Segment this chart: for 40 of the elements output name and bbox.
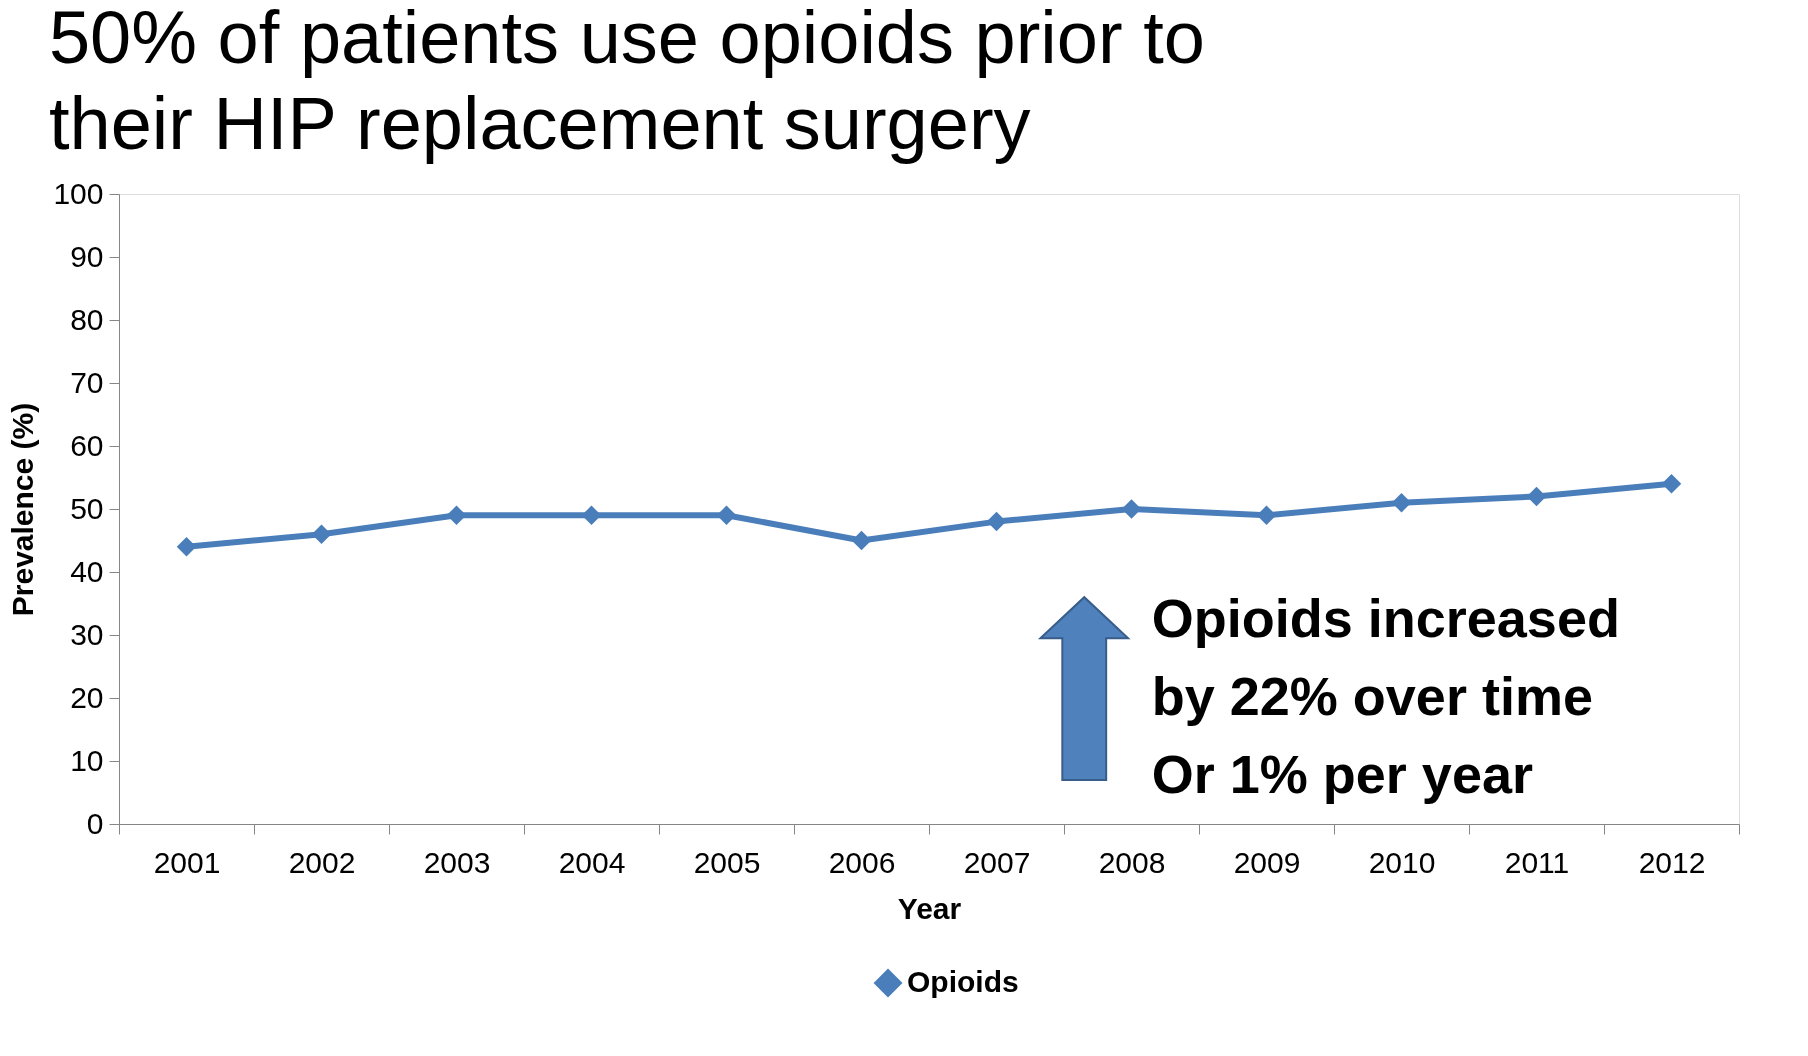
y-tick-label: 20 bbox=[70, 680, 104, 714]
y-tick-label: 70 bbox=[70, 365, 104, 399]
x-tick-label: 2007 bbox=[963, 845, 1031, 879]
point bbox=[1391, 492, 1412, 513]
point bbox=[176, 537, 197, 557]
point bbox=[1256, 505, 1277, 526]
x-tick-label: 2005 bbox=[693, 845, 761, 879]
y-tick-label: 0 bbox=[86, 806, 104, 840]
y-tick-label: 30 bbox=[70, 617, 104, 651]
point bbox=[1121, 499, 1142, 519]
y-tick-label: 60 bbox=[70, 428, 104, 462]
y-tick-label: 100 bbox=[53, 176, 104, 210]
point bbox=[716, 505, 737, 526]
point bbox=[581, 505, 602, 526]
x-tick-label: 2011 bbox=[1504, 845, 1570, 879]
x-tick-label: 2012 bbox=[1638, 845, 1706, 879]
point bbox=[1526, 486, 1547, 507]
chart-title: 50% of patients use opioids prior to their HIP replacement surgery bbox=[48, 0, 1205, 165]
y-tick-label: 80 bbox=[70, 302, 104, 336]
annotation: Opioids increased by 22% over time Or 1% per year bbox=[1151, 588, 1620, 805]
x-tick-label: 2010 bbox=[1368, 845, 1436, 879]
point bbox=[446, 505, 467, 526]
x-tick-label: 2008 bbox=[1098, 845, 1166, 879]
x-tick-label: 2001 bbox=[153, 845, 221, 879]
x-tick-label: 2006 bbox=[828, 845, 896, 879]
x-tick-label: 2002 bbox=[288, 845, 356, 879]
y-axis-title: Prevalence (%) bbox=[6, 402, 40, 617]
y-tick-label: 10 bbox=[70, 743, 104, 777]
y-tick-label: 50 bbox=[70, 491, 104, 525]
x-tick-label: 2009 bbox=[1233, 845, 1301, 879]
legend-label: Opioids bbox=[907, 965, 1019, 998]
x-tick-label: 2003 bbox=[423, 845, 491, 879]
y-tick-label: 40 bbox=[70, 554, 104, 588]
y-tick-label: 90 bbox=[70, 239, 104, 273]
point bbox=[311, 524, 332, 544]
x-tick-label: 2004 bbox=[558, 845, 626, 879]
point bbox=[986, 511, 1007, 532]
x-axis-title: Year bbox=[897, 891, 962, 925]
point bbox=[851, 530, 872, 551]
point bbox=[1661, 474, 1682, 494]
